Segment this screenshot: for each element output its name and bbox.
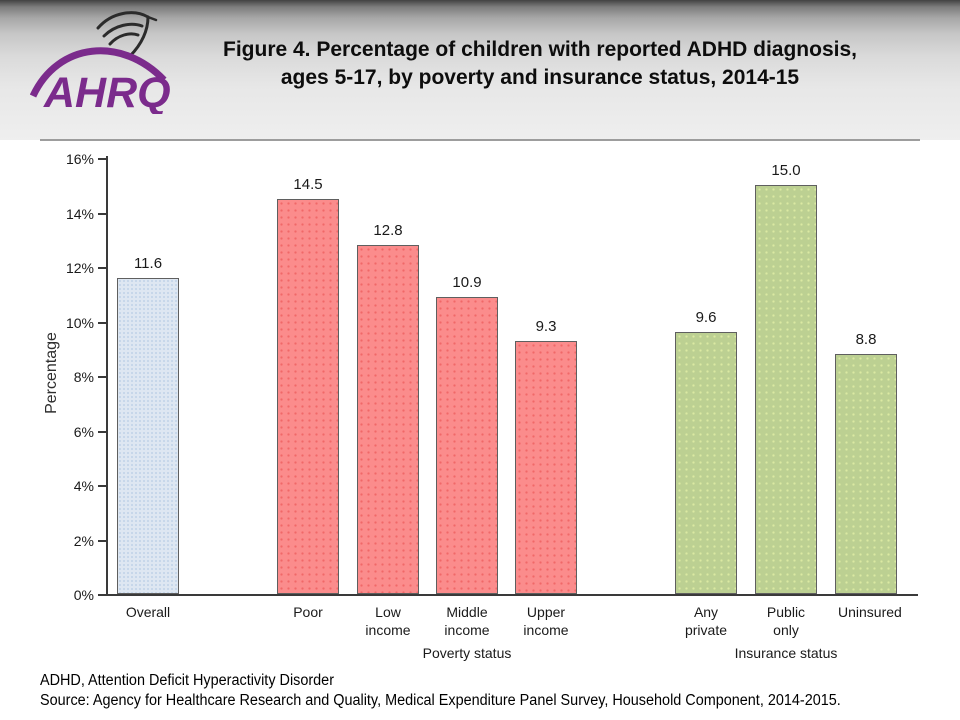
y-tick [98,485,106,487]
bar-value-label-upper-income: 9.3 [535,317,557,335]
hhs-eagle-icon [96,11,158,58]
bar-uninsured [835,354,897,594]
y-tick-label: 8% [73,369,94,385]
figure-title-line1: Figure 4. Percentage of children with re… [223,38,857,61]
y-tick-label: 16% [65,151,94,167]
bar-poor [277,198,339,594]
header-band: AHRQ Figure 4. Percentage of children wi… [0,0,960,140]
ahrq-logo: AHRQ [30,11,170,114]
x-category-label-middle-income: Middle income [444,604,490,638]
y-axis-title: Percentage [43,332,60,414]
figure-title-line2: ages 5-17, by poverty and insurance stat… [280,66,800,89]
bar-middle-income [436,296,498,594]
x-category-label-any-private: Any private [684,604,728,638]
y-tick [98,212,106,215]
figure-title: Figure 4. Percentage of children with re… [140,36,940,92]
x-axis-line [106,594,918,596]
bar-value-label-public-only: 15.0 [771,162,801,180]
x-category-label-public-only: Public only [766,604,806,638]
bar-public-only [755,185,817,594]
svg-text:AHRQ: AHRQ [43,69,170,114]
y-tick [98,267,106,269]
bar-value-label-middle-income: 10.9 [452,273,482,291]
y-tick-label: 2% [73,532,94,549]
x-group-label-insurance-status: Insurance status [734,645,838,661]
bar-chart: 0% 2% 4% 6% 8% 10% 12% 14% 16% Percentage 11.6 Over… [0,140,960,670]
y-tick [98,594,106,596]
y-tick-label: 10% [65,314,94,331]
y-tick [98,430,106,433]
y-tick-label: 4% [73,478,94,494]
y-tick [98,539,106,542]
x-category-label-poor: Poor [293,604,323,620]
x-category-label-upper-income: Upper income [523,604,569,638]
x-category-label-uninsured: Uninsured [838,604,902,620]
footnote-source: Source: Agency for Healthcare Research a… [40,692,841,709]
bar-value-label-uninsured: 8.8 [855,331,877,349]
y-tick [98,376,106,378]
x-category-label-overall: Overall [125,604,171,620]
header-divider [40,139,920,141]
footnote-abbreviation: ADHD, Attention Deficit Hyperactivity Di… [40,672,335,689]
y-axis-line [106,156,108,594]
bar-upper-income [515,340,577,594]
bar-any-private [675,332,737,594]
bar-overall [117,277,179,594]
x-group-label-poverty-status: Poverty status [422,645,512,661]
bar-value-label-overall: 11.6 [133,254,163,272]
bar-low-income [357,245,419,594]
bar-value-label-poor: 14.5 [293,175,323,193]
ahrq-wordmark: AHRQ [30,47,170,114]
bar-value-label-low-income: 12.8 [373,222,403,240]
bar-value-label-any-private: 9.6 [695,309,717,327]
y-tick-label: 6% [73,423,94,440]
y-tick [98,321,106,324]
y-tick-label: 0% [73,587,94,603]
y-tick [98,158,106,160]
y-tick-label: 14% [65,205,94,222]
x-category-label-low-income: Low income [365,604,411,638]
y-tick-label: 12% [65,260,94,276]
